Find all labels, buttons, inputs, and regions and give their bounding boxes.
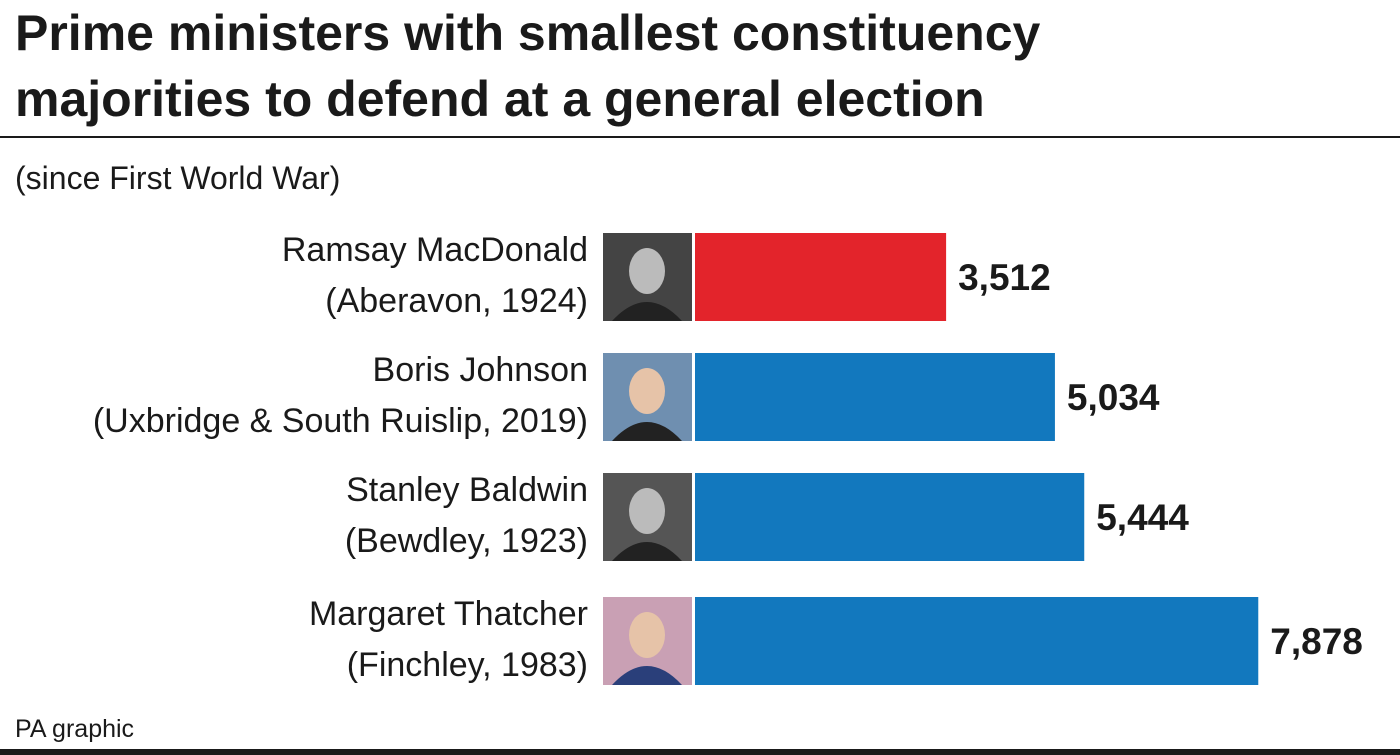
bar <box>695 473 1085 561</box>
portrait-body <box>612 666 682 685</box>
portrait-face <box>629 368 665 414</box>
category-label: Stanley Baldwin <box>346 471 588 509</box>
value-label: 5,444 <box>1096 497 1189 538</box>
category-label: Boris Johnson <box>373 351 588 389</box>
portrait-body <box>612 542 682 561</box>
portrait-body <box>612 302 682 321</box>
bottom-rule <box>0 749 1400 755</box>
category-label: (Bewdley, 1923) <box>345 522 588 560</box>
category-label: Ramsay MacDonald <box>282 231 588 269</box>
value-label: 3,512 <box>958 257 1051 298</box>
category-label: (Uxbridge & South Ruislip, 2019) <box>93 402 588 440</box>
bar <box>695 353 1055 441</box>
title-rule <box>0 136 1400 138</box>
subtitle: (since First World War) <box>15 160 340 196</box>
source: PA graphic <box>15 715 134 743</box>
chart-title: majorities to defend at a general electi… <box>15 71 985 127</box>
portrait-face <box>629 248 665 294</box>
category-label: (Aberavon, 1924) <box>325 282 588 320</box>
category-label: (Finchley, 1983) <box>347 646 588 684</box>
bar <box>695 233 947 321</box>
bar <box>695 597 1259 685</box>
portrait-body <box>612 422 682 441</box>
value-label: 5,034 <box>1067 377 1160 418</box>
value-label: 7,878 <box>1270 621 1363 662</box>
portrait-face <box>629 612 665 658</box>
category-label: Margaret Thatcher <box>309 595 588 633</box>
chart-title: Prime ministers with smallest constituen… <box>15 5 1041 61</box>
portrait-face <box>629 488 665 534</box>
